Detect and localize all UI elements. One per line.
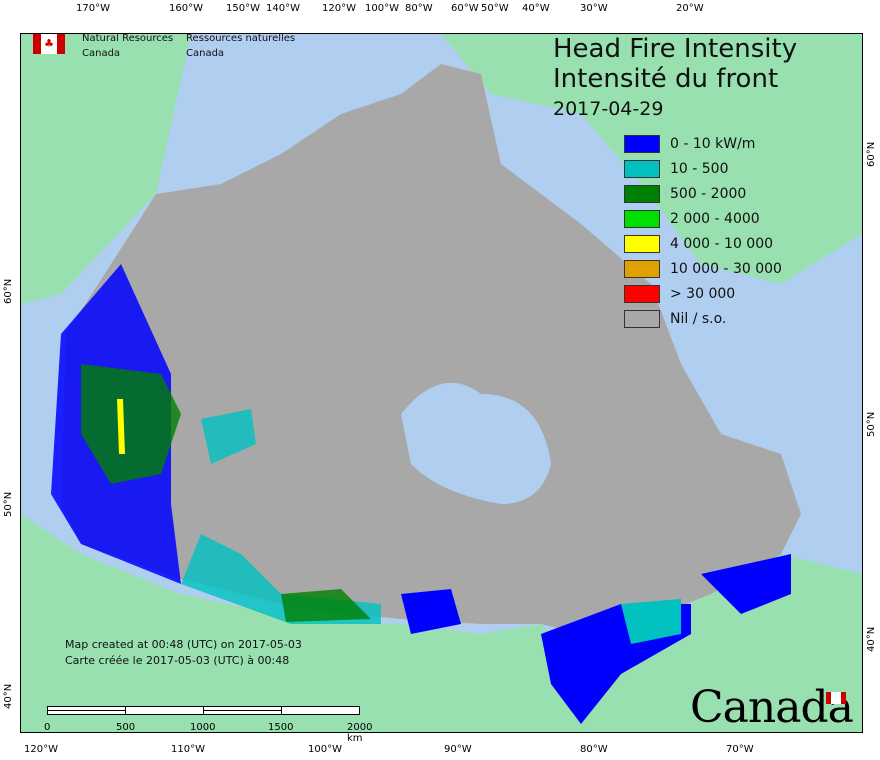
- map-canvas: [21, 34, 862, 732]
- legend-item: 0 - 10 kW/m: [624, 131, 782, 156]
- scale-bar: 0 500 1000 1500 2000 km: [44, 706, 372, 744]
- top-tick: 150°W: [226, 3, 260, 14]
- left-tick: 50°N: [3, 491, 14, 517]
- prairie-fires-green: [281, 589, 371, 622]
- hudson-bay: [401, 382, 551, 504]
- map-created-note: Map created at 00:48 (UTC) on 2017-05-03…: [65, 638, 302, 667]
- legend-item: 2 000 - 4000: [624, 206, 782, 231]
- right-tick: 50°N: [866, 411, 877, 437]
- top-tick: 120°W: [322, 3, 356, 14]
- canada-flag-icon: ♣: [33, 34, 65, 54]
- legend-item: 10 - 500: [624, 156, 782, 181]
- bc-fires-green: [81, 364, 181, 484]
- legend-item: 500 - 2000: [624, 181, 782, 206]
- legend-item: 4 000 - 10 000: [624, 231, 782, 256]
- left-tick: 40°N: [3, 683, 14, 709]
- top-tick: 160°W: [169, 3, 203, 14]
- top-tick: 140°W: [266, 3, 300, 14]
- greenland-land: [441, 34, 862, 284]
- top-tick: 80°W: [405, 3, 433, 14]
- usa-land: [21, 514, 862, 732]
- map-title: Head Fire Intensity Intensité du front 2…: [553, 34, 798, 120]
- agency-name-en: Natural Resources Canada: [82, 33, 174, 59]
- top-tick: 100°W: [365, 3, 399, 14]
- map-frame[interactable]: [20, 33, 863, 733]
- alaska-land: [21, 34, 191, 304]
- top-tick: 170°W: [76, 3, 110, 14]
- canada-wordmark: Canada: [690, 682, 854, 733]
- agency-name-fr: Ressources naturelles Canada: [186, 33, 296, 59]
- legend: 0 - 10 kW/m 10 - 500 500 - 2000 2 000 - …: [624, 131, 782, 331]
- bc-fires-yellow: [117, 399, 125, 454]
- legend-item: Nil / s.o.: [624, 306, 782, 331]
- maritime-fires: [701, 554, 791, 614]
- canada-land: [61, 64, 801, 634]
- top-tick: 50°W: [481, 3, 509, 14]
- right-tick: 40°N: [866, 626, 877, 652]
- right-tick: 60°N: [866, 141, 877, 167]
- left-tick: 60°N: [3, 278, 14, 304]
- top-tick: 30°W: [580, 3, 608, 14]
- top-tick: 20°W: [676, 3, 704, 14]
- top-tick: 40°W: [522, 3, 550, 14]
- legend-item: 10 000 - 30 000: [624, 256, 782, 281]
- legend-item: > 30 000: [624, 281, 782, 306]
- bottom-tick: 80°W: [580, 744, 608, 755]
- bottom-tick: 90°W: [444, 744, 472, 755]
- bottom-tick: 70°W: [726, 744, 754, 755]
- bottom-tick: 120°W: [24, 744, 58, 755]
- top-tick: 60°W: [451, 3, 479, 14]
- alberta-fires: [201, 409, 256, 464]
- wordmark-flag-icon: [826, 692, 846, 704]
- bottom-tick: 110°W: [171, 744, 205, 755]
- ontario-fires: [401, 589, 461, 634]
- quebec-fires-cyan: [621, 599, 681, 644]
- bottom-tick: 100°W: [308, 744, 342, 755]
